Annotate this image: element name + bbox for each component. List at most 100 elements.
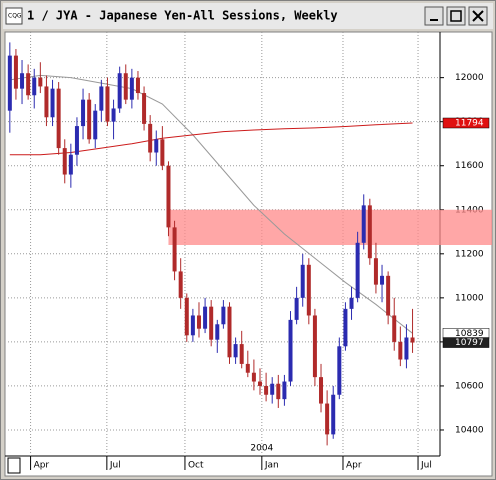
- candle-body: [178, 271, 183, 298]
- y-tick-label: 11600: [455, 161, 484, 171]
- price-label-box: [442, 337, 490, 348]
- candle-body: [87, 99, 92, 140]
- candle-body: [38, 77, 43, 87]
- candle-body: [13, 55, 18, 89]
- candle-body: [184, 297, 189, 336]
- candle-body: [282, 381, 287, 400]
- moving-average: [9, 74, 413, 334]
- candle-body: [68, 154, 73, 175]
- candle-body: [392, 315, 397, 342]
- candle-body: [319, 377, 324, 404]
- candle-body: [410, 337, 415, 343]
- candle-body: [361, 205, 366, 243]
- candle-body: [251, 372, 256, 382]
- x-tick-label: Jul: [109, 461, 121, 471]
- candle-body: [373, 258, 378, 285]
- candle-body: [129, 77, 134, 100]
- candle-body: [117, 73, 122, 109]
- x-tick-label: Apr: [346, 461, 362, 471]
- candle-body: [337, 346, 342, 395]
- annotation: 2004: [250, 444, 273, 454]
- candle-body: [300, 264, 305, 298]
- minimize-button[interactable]: [424, 6, 444, 26]
- plot: 1040010600108001100011200114001160011800…: [7, 32, 492, 471]
- y-tick-label: 11200: [455, 249, 484, 259]
- candle-body: [270, 383, 275, 395]
- candle-body: [325, 403, 330, 435]
- app-icon-glyph: CQG: [8, 13, 22, 20]
- candle-body: [93, 110, 98, 140]
- price-label: 11794: [455, 119, 484, 129]
- candle-body: [233, 344, 238, 358]
- candle-body: [367, 205, 372, 259]
- candle-body: [123, 73, 128, 100]
- candle-body: [386, 275, 391, 316]
- candle-body: [209, 306, 214, 340]
- y-tick-label: 12000: [455, 73, 484, 83]
- candle-body: [148, 123, 153, 153]
- y-tick-label: 10600: [455, 381, 484, 391]
- candle-body: [239, 344, 244, 364]
- candle-body: [398, 341, 403, 360]
- candle-body: [74, 126, 79, 155]
- candle-body: [172, 227, 177, 272]
- app-icon: [5, 7, 23, 25]
- candle-body: [215, 324, 220, 340]
- window-title: 1 / JYA - Japanese Yen-All Sessions, Wee…: [27, 9, 338, 23]
- candle-body: [343, 308, 348, 347]
- corner-box: [7, 457, 21, 474]
- y-tick-label: 10400: [455, 425, 484, 435]
- x-tick-label: Jan: [264, 461, 279, 471]
- candle-body: [227, 306, 232, 358]
- candle-body: [331, 394, 336, 435]
- candle-body: [26, 73, 31, 96]
- x-tick-label: Oct: [188, 461, 204, 471]
- price-label: 10797: [455, 338, 484, 348]
- candle-body: [355, 242, 360, 298]
- candle-body: [154, 139, 159, 153]
- price-label-box: [442, 117, 490, 129]
- candle-body: [288, 319, 293, 382]
- x-tick-label: Jul: [420, 461, 432, 471]
- candle-body: [349, 297, 354, 309]
- candle-body: [221, 306, 226, 325]
- close-glyph: [472, 10, 484, 22]
- candle-body: [312, 315, 317, 378]
- candle-body: [160, 139, 165, 166]
- candle-body: [276, 383, 281, 400]
- title-bar: [3, 3, 493, 29]
- candle-body: [32, 77, 37, 96]
- candle-body: [81, 99, 86, 127]
- candle-body: [306, 264, 311, 316]
- candle-body: [380, 275, 385, 285]
- x-tick-label: Apr: [34, 461, 50, 471]
- candle-body: [50, 88, 55, 118]
- candle-body: [62, 148, 67, 175]
- candle-body: [7, 55, 12, 111]
- candle-body: [404, 337, 409, 360]
- candle-body: [99, 86, 104, 111]
- candle-body: [203, 306, 208, 329]
- candle-body: [258, 381, 262, 386]
- candle-body: [44, 86, 49, 118]
- candle-body: [20, 73, 25, 89]
- candle-body: [105, 86, 110, 122]
- zone: [168, 209, 492, 245]
- candle-body: [245, 363, 250, 373]
- candle-body: [142, 93, 147, 124]
- candle-body: [264, 385, 269, 395]
- maximize-button[interactable]: [446, 6, 466, 26]
- window-buttons[interactable]: [424, 6, 488, 26]
- candle-body: [196, 315, 201, 329]
- price-label: 10839: [455, 329, 484, 339]
- y-tick-label: 11000: [455, 293, 484, 303]
- candle-body: [166, 165, 171, 228]
- candle-body: [294, 297, 299, 320]
- candle-body: [135, 77, 140, 94]
- candle-body: [190, 315, 195, 336]
- candle-body: [56, 88, 61, 149]
- candle-body: [111, 108, 116, 122]
- maximize-glyph: [450, 10, 462, 22]
